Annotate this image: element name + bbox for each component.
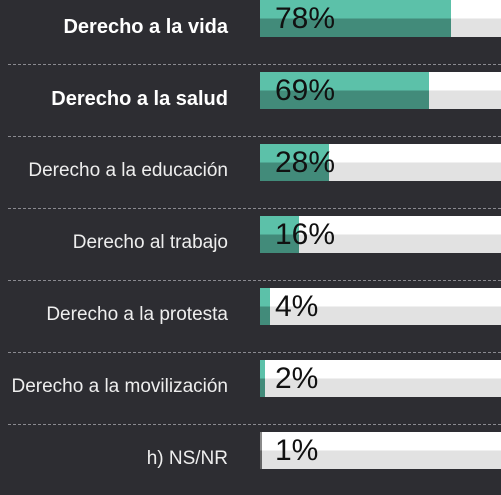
category-text: Derecho a la movilización bbox=[11, 376, 229, 397]
category-label: Derecho a la vida bbox=[10, 0, 228, 63]
separator bbox=[8, 352, 501, 353]
bar-row: Derecho a la movilización 2% bbox=[0, 351, 501, 423]
bar bbox=[260, 144, 329, 181]
value-label: 16% bbox=[275, 218, 336, 251]
value-label: 28% bbox=[275, 146, 336, 179]
category-label: Derecho a la protesta bbox=[10, 279, 228, 351]
category-text: Derecho al trabajo bbox=[72, 232, 228, 253]
category-label: Derecho a la salud bbox=[10, 63, 228, 135]
separator bbox=[8, 208, 501, 209]
separator bbox=[8, 424, 501, 425]
separator bbox=[8, 136, 501, 137]
bar-track bbox=[260, 432, 501, 469]
bar-row: h) NS/NR 1% bbox=[0, 423, 501, 495]
bar-row: Derecho a la educación 28% bbox=[0, 135, 501, 207]
bar-row: Derecho a la salud 69% bbox=[0, 63, 501, 135]
category-text: Derecho a la protesta bbox=[46, 304, 228, 325]
bar bbox=[260, 360, 265, 397]
value-label: 4% bbox=[275, 290, 319, 323]
category-label: h) NS/NR bbox=[10, 423, 228, 495]
category-text: Derecho a la educación bbox=[28, 160, 228, 181]
page: {"chart_data": {"type": "bar", "categori… bbox=[0, 0, 501, 469]
separator bbox=[8, 280, 501, 281]
bar bbox=[260, 288, 270, 325]
category-text: h) NS/NR bbox=[146, 448, 228, 469]
bar-track bbox=[260, 72, 501, 109]
value-label: 69% bbox=[275, 74, 336, 107]
category-label: Derecho a la movilización bbox=[10, 351, 229, 423]
category-text: Derecho a la salud bbox=[51, 88, 228, 110]
bar-track bbox=[260, 288, 501, 325]
bar-row: Derecho a la protesta 4% bbox=[0, 279, 501, 351]
category-text: Derecho a la vida bbox=[63, 16, 228, 38]
bar bbox=[260, 0, 452, 37]
bar bbox=[260, 432, 263, 469]
category-label: Derecho al trabajo bbox=[10, 207, 228, 279]
separator bbox=[8, 64, 501, 65]
value-label: 1% bbox=[275, 434, 319, 467]
value-label: 2% bbox=[275, 362, 319, 395]
category-label: Derecho a la educación bbox=[10, 135, 228, 207]
bar-track bbox=[260, 0, 501, 37]
bar-row: Derecho al trabajo 16% bbox=[0, 207, 501, 279]
value-label: 78% bbox=[275, 2, 336, 35]
bar-row: Derecho a la vida 78% bbox=[0, 0, 501, 63]
bar-track bbox=[260, 360, 501, 397]
bar-track bbox=[260, 144, 501, 181]
bar bbox=[260, 216, 300, 253]
bar-track bbox=[260, 216, 501, 253]
bar bbox=[260, 72, 430, 109]
